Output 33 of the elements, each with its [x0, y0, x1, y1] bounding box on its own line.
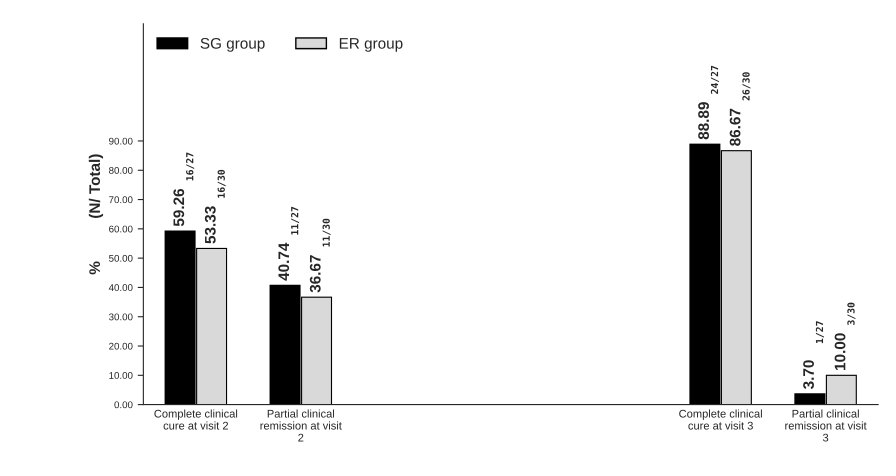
y-tick-label: 40.00	[108, 284, 133, 292]
annotation: 1/27	[816, 321, 824, 344]
annotation: 11/30	[322, 218, 331, 246]
annotation: 16/27	[186, 152, 194, 180]
y-tick-label: 0.00	[114, 401, 133, 408]
annotation: 26/30	[742, 72, 750, 100]
y-tick-label: 20.00	[109, 342, 133, 350]
y-axis-title: % (N/ Total)	[88, 154, 104, 274]
y-tick-label: 10.00	[109, 372, 133, 379]
legend-label: SG group	[200, 38, 265, 52]
x-tick-label: Partial clinical remission at visit 3	[785, 409, 867, 442]
data-label: 40.74	[278, 242, 290, 281]
data-label: 36.67	[310, 255, 321, 292]
annotation: 11/27	[291, 206, 300, 235]
data-label: 3.70	[803, 360, 814, 390]
annotation: 16/30	[218, 170, 226, 198]
y-tick-label: 70.00	[109, 196, 133, 204]
y-tick-label: 60.00	[109, 226, 133, 232]
data-label: 88.89	[698, 102, 709, 140]
x-tick-label: Complete clinical cure at visit 3	[679, 409, 762, 430]
data-label: 10.00	[834, 333, 846, 370]
y-tick-label: 90.00	[109, 138, 133, 145]
annotation: 3/30	[847, 302, 856, 325]
data-label: 59.26	[173, 188, 184, 226]
y-tick-label: 50.00	[109, 254, 133, 262]
data-label: 53.33	[204, 206, 216, 244]
annotation: 24/27	[710, 66, 719, 94]
data-label: 86.67	[730, 108, 740, 146]
x-tick-label: Partial clinical remission at visit 2	[260, 409, 342, 442]
legend-label: ER group	[340, 38, 403, 52]
y-tick-label: 80.00	[109, 166, 133, 174]
x-tick-label: Complete clinical cure at visit 2	[154, 409, 238, 430]
y-tick-label: 30.00	[108, 313, 133, 320]
